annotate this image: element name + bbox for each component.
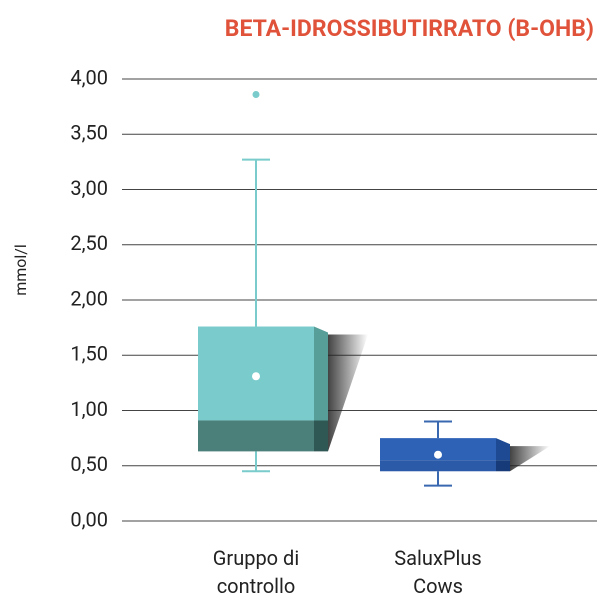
box-shadow [328,334,368,452]
box-side [496,460,510,472]
y-tick-label: 1,50 [70,342,108,366]
y-tick-label: 1,00 [70,397,108,421]
y-tick-label: 3,00 [70,176,108,200]
y-tick-label: 2,00 [70,286,108,310]
y-tick-label: 2,50 [70,231,108,255]
mean-dot [252,372,260,381]
mean-dot [434,450,442,459]
box-lower [380,460,496,472]
box-lower [198,420,314,452]
y-tick-label: 3,50 [70,121,108,145]
x-tick-label: Gruppo di controllo [212,546,300,598]
box-side [314,420,328,452]
y-tick-label: 4,00 [70,65,108,89]
y-tick-label: 0,50 [70,452,108,476]
x-tick-label: SaluxPlus Cows [394,546,482,598]
box-upper [380,438,496,461]
y-axis-label: mmol/l [11,244,30,296]
chart-title: BETA-IDROSSIBUTIRRATO (B-OHB) [225,15,594,42]
y-tick-label: 0,00 [70,507,108,531]
box-side [314,326,328,421]
outlier [252,90,260,98]
box-side [496,438,510,461]
box-shadow [510,446,550,472]
